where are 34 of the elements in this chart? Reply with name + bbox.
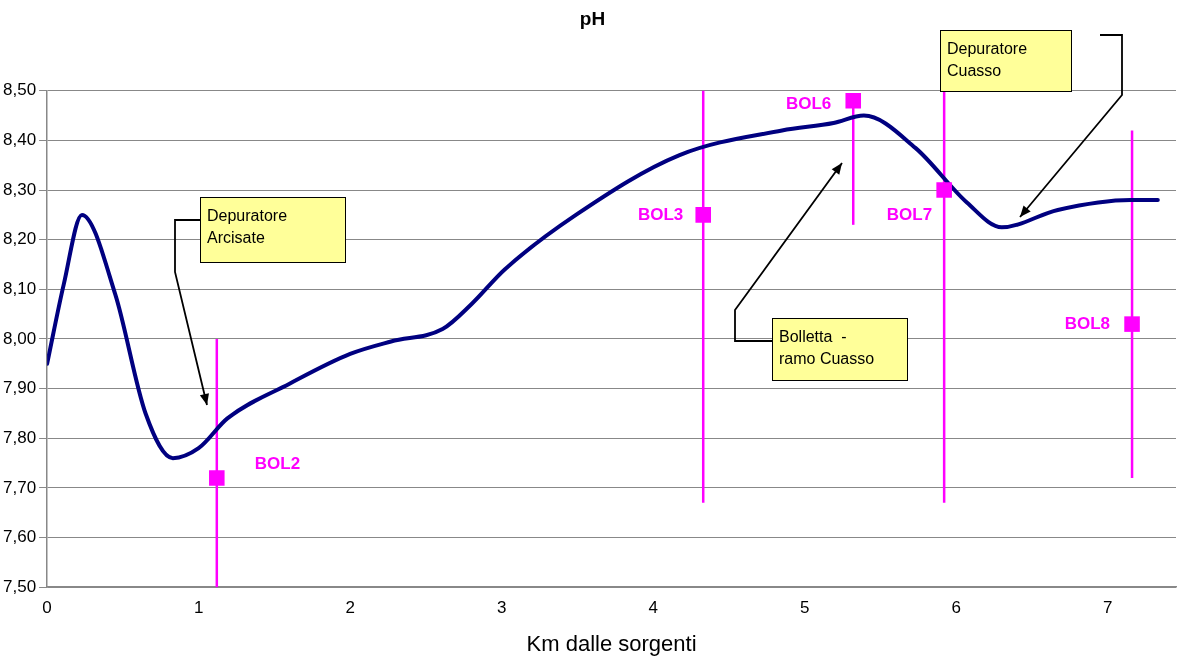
x-axis-title: Km dalle sorgenti xyxy=(526,630,697,656)
note-box: Bolletta - ramo Cuasso xyxy=(772,318,908,381)
y-tick-label: 7,70 xyxy=(2,477,37,497)
x-tick-label: 5 xyxy=(800,598,810,618)
annotation: BOL7 xyxy=(886,204,933,224)
x-tick-label: 3 xyxy=(496,598,507,618)
x-tick-label: 1 xyxy=(193,598,204,618)
point xyxy=(209,470,225,486)
y-tick-label: 8,00 xyxy=(2,328,37,348)
y-tick-label: 8,30 xyxy=(2,179,37,199)
point xyxy=(845,92,862,109)
y-tick-label: 8,10 xyxy=(2,279,37,299)
y-tick-label: 7,90 xyxy=(2,378,37,398)
y-tick-label: 8,50 xyxy=(2,80,37,100)
note-box: Depuratore Arcisate xyxy=(200,197,346,263)
point xyxy=(695,207,711,223)
point xyxy=(936,182,952,198)
annotation: BOL6 xyxy=(785,94,832,114)
x-tick-label: 2 xyxy=(345,598,355,618)
x-tick-label: 7 xyxy=(1103,598,1113,618)
y-tick-label: 8,20 xyxy=(2,229,37,249)
point xyxy=(1124,316,1140,332)
y-tick-label: 7,50 xyxy=(2,576,37,596)
y-tick-label: 8,40 xyxy=(2,130,37,150)
annotation: BOL3 xyxy=(637,204,684,224)
chart-title: pH xyxy=(579,7,606,29)
annotation: BOL2 xyxy=(254,453,301,473)
y-tick-label: 7,80 xyxy=(2,427,37,447)
x-tick-label: 4 xyxy=(648,598,658,618)
annotation: BOL8 xyxy=(1064,313,1111,333)
note-box: Depuratore Cuasso xyxy=(940,30,1072,92)
y-tick-label: 7,60 xyxy=(2,527,37,547)
x-tick-label: 0 xyxy=(42,598,52,618)
x-tick-label: 6 xyxy=(951,598,962,618)
